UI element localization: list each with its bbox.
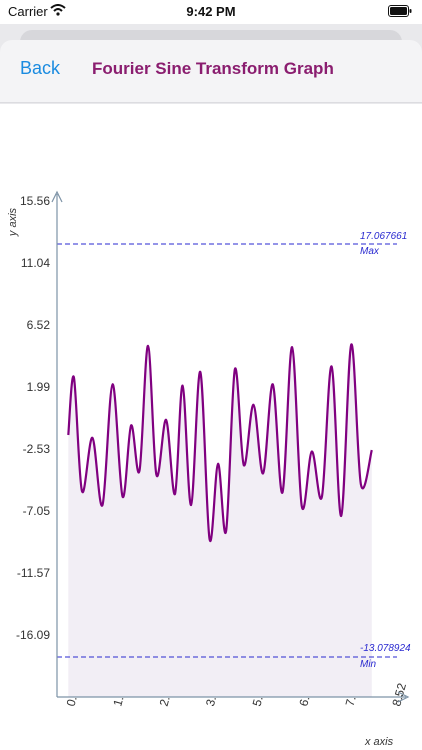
- page-title: Fourier Sine Transform Graph: [92, 59, 334, 78]
- max-label: Max: [360, 246, 380, 257]
- y-axis-title: y axis: [7, 207, 19, 237]
- back-button[interactable]: Back: [20, 58, 61, 78]
- y-tick-label: 11.04: [21, 256, 50, 270]
- y-tick-label: -2.53: [23, 442, 51, 456]
- y-axis-arrow-icon: [51, 190, 63, 203]
- battery-icon: [388, 5, 412, 17]
- x-axis-title: x axis: [364, 736, 394, 748]
- navigation-bar: Back Fourier Sine Transform Graph: [0, 40, 422, 103]
- carrier-label: Carrier: [8, 4, 48, 19]
- y-tick-label: -16.09: [16, 628, 50, 642]
- clock-time: 9:42 PM: [186, 4, 236, 19]
- min-value-label: -13.078924: [360, 643, 411, 654]
- status-bar: Carrier 9:42 PM: [0, 0, 422, 24]
- chart: 15.56 11.04 6.52 1.99 -2.53 -7.05 -11.57 -16.09…: [7, 190, 411, 748]
- max-value-label: 17.067661: [360, 231, 407, 242]
- y-tick-label: 15.56: [20, 194, 50, 208]
- y-tick-label: 1.99: [27, 380, 51, 394]
- area-fill: [68, 344, 372, 697]
- y-tick-label: -7.05: [23, 504, 51, 518]
- x-tick-label: 8.52: [389, 681, 409, 707]
- x-axis-arrow-icon: [397, 691, 410, 703]
- y-tick-label: 6.52: [27, 318, 51, 332]
- wifi-icon: [50, 4, 66, 16]
- y-tick-label: -11.57: [17, 566, 50, 580]
- min-label: Min: [360, 659, 377, 670]
- series-line: [67, 343, 373, 543]
